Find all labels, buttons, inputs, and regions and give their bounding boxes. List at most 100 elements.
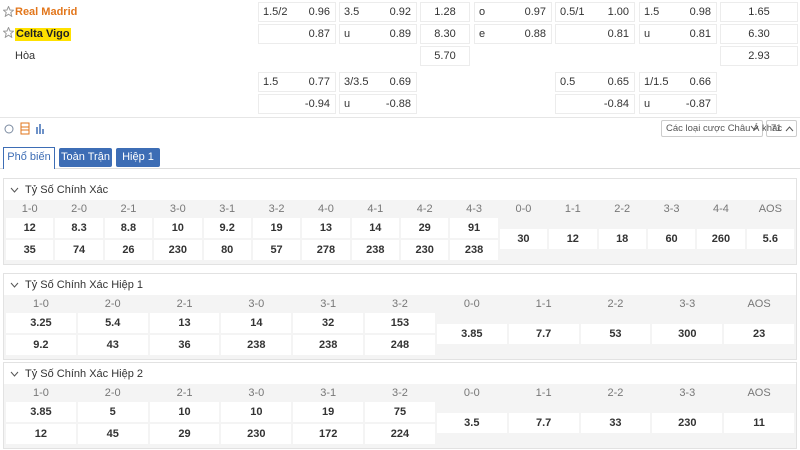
- odds-cell[interactable]: 91: [450, 218, 498, 238]
- odds-cell[interactable]: 13: [149, 313, 220, 333]
- odds-cell[interactable]: 153: [365, 313, 435, 333]
- odds-cell[interactable]: 36: [149, 335, 220, 355]
- odds-cell[interactable]: [420, 2, 470, 22]
- tab[interactable]: Hiệp 1: [116, 148, 160, 167]
- odds-cell[interactable]: 10: [154, 218, 202, 238]
- odds-cell[interactable]: 7.7: [508, 324, 579, 344]
- odds-cell[interactable]: 12: [6, 424, 76, 444]
- odds-cell[interactable]: 224: [365, 424, 435, 444]
- section-header[interactable]: [4, 274, 796, 295]
- odds-cell[interactable]: 29: [401, 218, 449, 238]
- odds-cell[interactable]: 18: [598, 229, 646, 249]
- odds-cell[interactable]: [639, 2, 717, 22]
- toolbar-icons[interactable]: [4, 122, 50, 135]
- odds-cell[interactable]: 172: [293, 424, 364, 444]
- odds-cell[interactable]: 3.85: [436, 324, 507, 344]
- odds-cell[interactable]: [720, 24, 798, 44]
- tab[interactable]: Toàn Trận: [59, 148, 112, 167]
- odds-cell[interactable]: 13: [302, 218, 350, 238]
- collapse-chevron[interactable]: [10, 371, 19, 378]
- section-header[interactable]: [4, 363, 796, 384]
- odds-cell[interactable]: 19: [252, 218, 301, 238]
- odds-cell[interactable]: 230: [221, 424, 292, 444]
- odds-cell[interactable]: 33: [580, 413, 651, 433]
- odds-cell[interactable]: 248: [365, 335, 435, 355]
- odds-cell[interactable]: 8.3: [55, 218, 103, 238]
- score-label: 3-2: [392, 298, 408, 310]
- odds-cell[interactable]: 60: [647, 229, 696, 249]
- collapse-chevron[interactable]: [10, 187, 19, 194]
- odds-cell[interactable]: 12: [6, 218, 54, 238]
- odds-cell[interactable]: 57: [252, 240, 301, 260]
- odds-cell[interactable]: 10: [221, 402, 292, 422]
- odds-cell[interactable]: 9.2: [6, 335, 76, 355]
- odds-cell[interactable]: [474, 24, 552, 44]
- odds-cell[interactable]: 43: [77, 335, 148, 355]
- odds-cell[interactable]: 238: [351, 240, 399, 260]
- section-header[interactable]: [4, 179, 796, 200]
- odds-cell[interactable]: 19: [293, 402, 364, 422]
- odds-cell[interactable]: 9.2: [203, 218, 251, 238]
- odds-cell[interactable]: 10: [149, 402, 220, 422]
- odds-cell[interactable]: 230: [154, 240, 202, 260]
- odds-cell[interactable]: 5.4: [77, 313, 148, 333]
- odds-cell[interactable]: 26: [104, 240, 153, 260]
- odds-cell[interactable]: 75: [365, 402, 435, 422]
- odds-value: -0.87: [685, 98, 711, 110]
- odds-cell[interactable]: 238: [450, 240, 498, 260]
- odds-cell[interactable]: [555, 72, 635, 92]
- odds-cell[interactable]: [339, 2, 417, 22]
- odds-cell[interactable]: [555, 24, 635, 44]
- odds-cell[interactable]: 230: [652, 413, 723, 433]
- odds-cell[interactable]: 53: [580, 324, 651, 344]
- odds-cell[interactable]: 29: [149, 424, 220, 444]
- odds-cell[interactable]: 30: [499, 229, 548, 249]
- odds-cell[interactable]: [339, 72, 417, 92]
- odds-cell[interactable]: [258, 94, 336, 114]
- odds-cell[interactable]: 8.8: [104, 218, 153, 238]
- star-icon[interactable]: [3, 27, 14, 38]
- odds-cell[interactable]: [720, 2, 798, 22]
- odds-cell[interactable]: 12: [549, 229, 597, 249]
- odds-cell[interactable]: 35: [6, 240, 54, 260]
- market-select[interactable]: Các loại cược Châu Á khác: [661, 120, 782, 137]
- odds-cell[interactable]: [420, 24, 470, 44]
- odds-cell[interactable]: [258, 2, 336, 22]
- odds-cell[interactable]: 14: [351, 218, 399, 238]
- odds-cell[interactable]: 3.5: [436, 413, 507, 433]
- odds-cell[interactable]: 32: [293, 313, 364, 333]
- odds-cell[interactable]: 23: [724, 324, 794, 344]
- odds-cell[interactable]: 5: [77, 402, 148, 422]
- odds-cell[interactable]: 7.7: [508, 413, 579, 433]
- star-icon[interactable]: [3, 6, 14, 17]
- collapse-chevron[interactable]: [10, 282, 19, 289]
- odds-cell[interactable]: [555, 2, 635, 22]
- odds-cell[interactable]: [258, 24, 336, 44]
- odds-cell[interactable]: 3.85: [6, 402, 76, 422]
- odds-cell[interactable]: 238: [221, 335, 292, 355]
- odds-cell[interactable]: [720, 46, 798, 66]
- odds-cell[interactable]: [555, 94, 635, 114]
- odds-cell[interactable]: 3.25: [6, 313, 76, 333]
- odds-cell[interactable]: [639, 72, 717, 92]
- odds-cell[interactable]: 238: [293, 335, 364, 355]
- odds-cell[interactable]: [339, 94, 417, 114]
- odds-cell[interactable]: [258, 72, 336, 92]
- odds-cell[interactable]: 260: [697, 229, 745, 249]
- odds-cell[interactable]: [474, 2, 552, 22]
- odds-cell[interactable]: 5.6: [746, 229, 794, 249]
- odds-cell[interactable]: [639, 24, 717, 44]
- odds-cell[interactable]: 80: [203, 240, 251, 260]
- odds-cell[interactable]: [339, 24, 417, 44]
- odds-cell[interactable]: 74: [55, 240, 103, 260]
- odds-cell[interactable]: 45: [77, 424, 148, 444]
- odds-cell[interactable]: 11: [724, 413, 794, 433]
- odds-cell[interactable]: 14: [221, 313, 292, 333]
- odds-cell[interactable]: 230: [401, 240, 449, 260]
- count-box[interactable]: 71: [766, 120, 797, 137]
- odds-cell[interactable]: [639, 94, 717, 114]
- odds-cell[interactable]: 278: [302, 240, 350, 260]
- odds-cell[interactable]: [420, 46, 470, 66]
- tab[interactable]: Phổ biến: [3, 147, 55, 169]
- odds-cell[interactable]: 300: [652, 324, 723, 344]
